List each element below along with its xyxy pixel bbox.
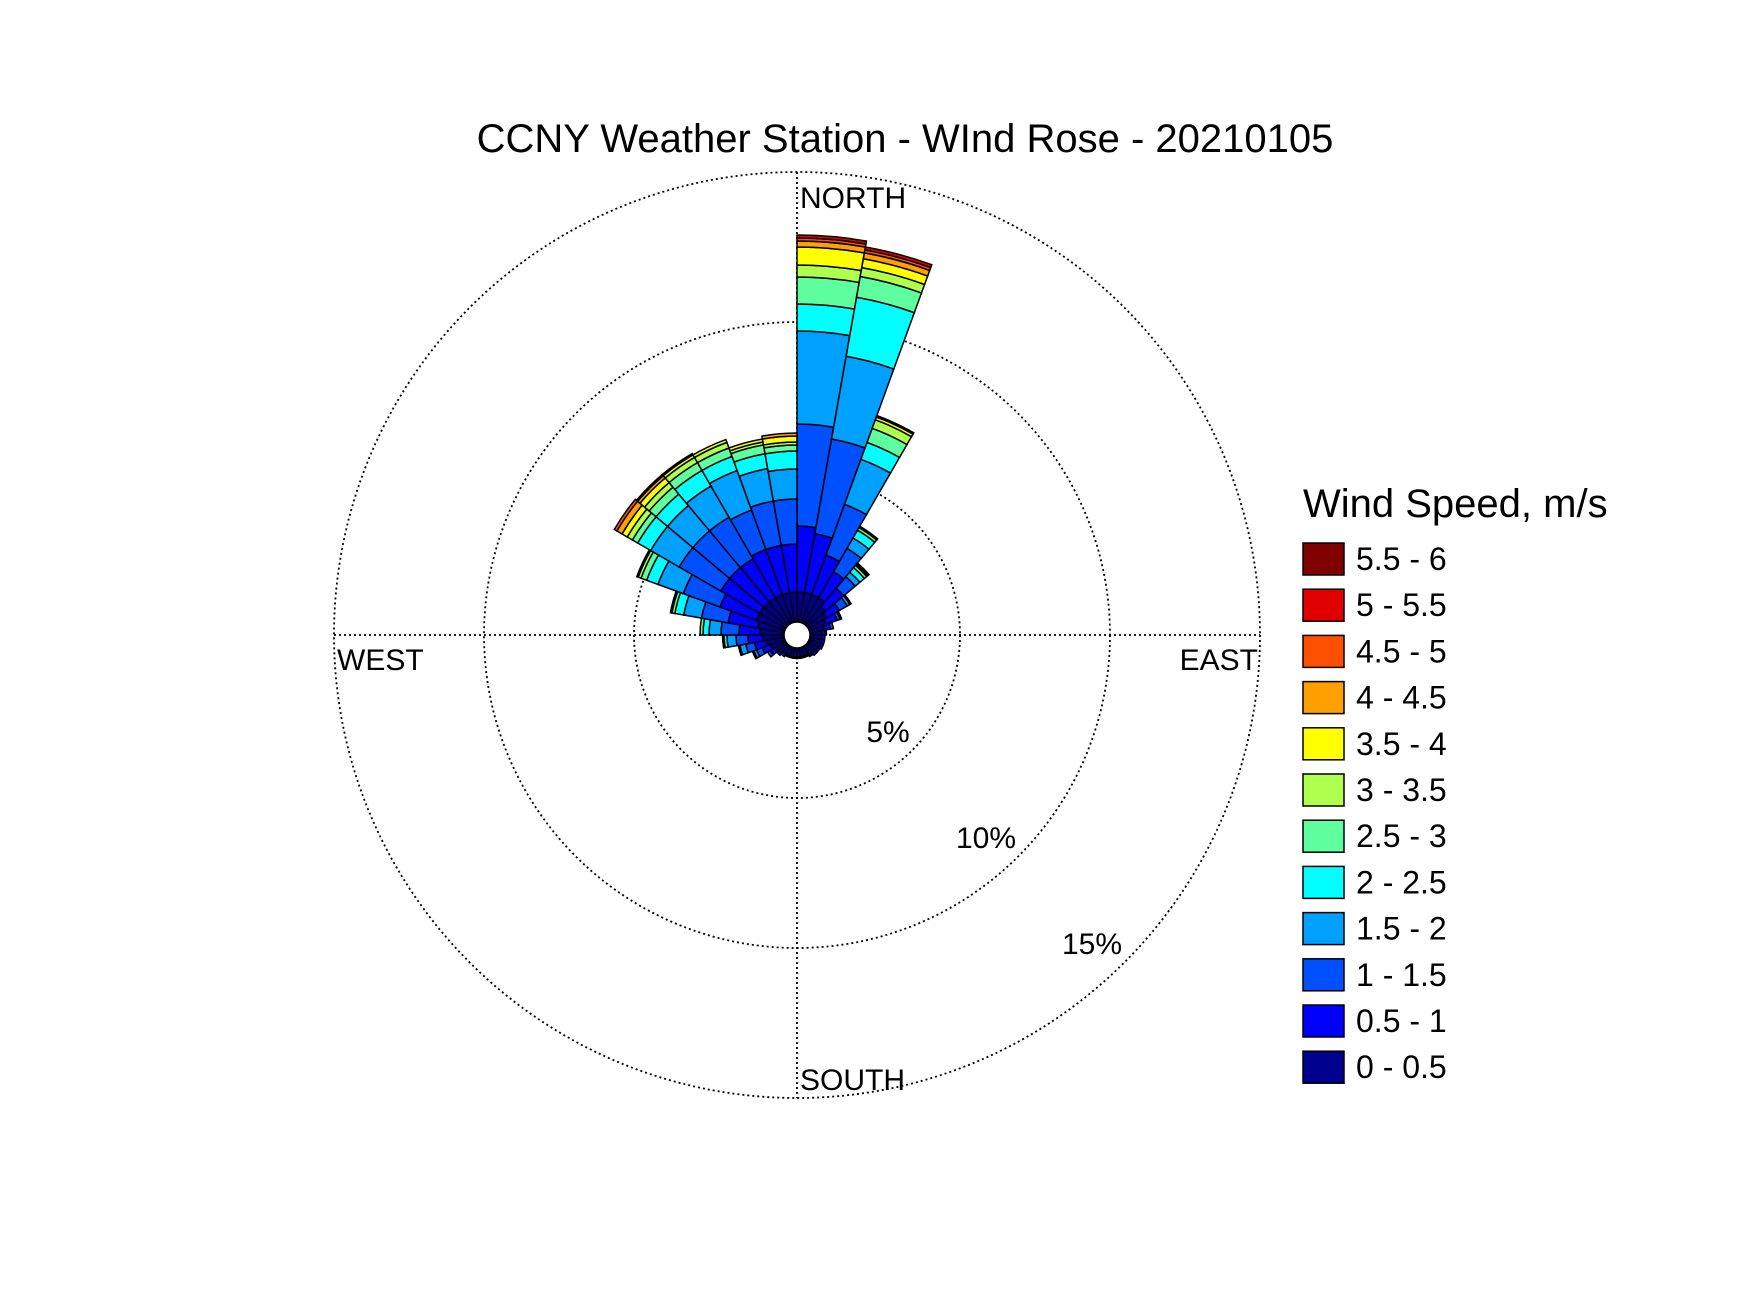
sector-305-bin-9 [613, 498, 639, 533]
legend-label: 1.5 - 2 [1356, 911, 1447, 947]
legend: Wind Speed, m/s 5.5 - 6 5 - 5.5 4.5 - 5 4 -… [1302, 482, 1608, 1085]
polar-grid [333, 171, 1261, 1099]
sector-265-bin-2 [735, 634, 750, 647]
sector-355-bin-8 [761, 432, 798, 440]
sector-75-bin-2 [827, 621, 835, 630]
legend-label: 5.5 - 6 [1356, 541, 1447, 577]
legend-swatch [1302, 727, 1345, 761]
legend-swatch [1302, 865, 1345, 900]
legend-swatch [1302, 1004, 1345, 1038]
sector-325-bin-8 [661, 452, 695, 477]
legend-label: 0 - 0.5 [1356, 1049, 1447, 1085]
sector-85-bin-2 [823, 629, 828, 636]
legend-title: Wind Speed, m/s [1303, 482, 1608, 526]
sector-265-bin-5 [721, 634, 726, 649]
legend-swatch [1302, 773, 1345, 807]
west-label: WEST [337, 644, 424, 677]
legend-swatch [1302, 542, 1345, 576]
legend-label: 1 - 1.5 [1356, 957, 1447, 993]
wind-sectors [613, 234, 933, 660]
legend-swatch [1302, 911, 1345, 946]
east-label: EAST [1180, 644, 1258, 677]
sector-355-bin-4 [764, 450, 798, 473]
sector-45-bin-7 [855, 561, 871, 577]
sector-15-bin-10 [864, 246, 933, 269]
legend-swatch [1302, 634, 1345, 669]
legend-swatch [1302, 680, 1345, 715]
legend-label: 2.5 - 3 [1356, 818, 1447, 854]
south-label: SOUTH [800, 1064, 905, 1097]
legend-label: 4 - 4.5 [1356, 680, 1447, 716]
legend-label: 0.5 - 1 [1356, 1003, 1447, 1039]
north-label: NORTH [800, 182, 906, 215]
ring-label-5: 5% [866, 716, 909, 749]
legend-label: 3 - 3.5 [1356, 772, 1447, 808]
center-hub [783, 621, 811, 649]
sector-145-bin-1 [807, 651, 815, 658]
sector-25-bin-8 [875, 414, 915, 436]
legend-swatch [1302, 1050, 1345, 1084]
ring-label-10: 10% [956, 822, 1016, 855]
legend-label: 2 - 2.5 [1356, 864, 1447, 900]
ring-label-15: 15% [1062, 928, 1122, 961]
legend-label: 4.5 - 5 [1356, 633, 1447, 669]
sector-5-bin-10 [796, 234, 868, 245]
legend-label: 5 - 5.5 [1356, 587, 1447, 623]
legend-swatch [1302, 588, 1345, 622]
chart-title: CCNY Weather Station - WInd Rose - 20210… [477, 117, 1334, 161]
sector-355-bin-3 [767, 468, 798, 502]
sector-65-bin-3 [835, 610, 843, 621]
legend-label: 3.5 - 4 [1356, 726, 1447, 762]
sector-275-bin-5 [699, 617, 706, 636]
sector-5-bin-4 [796, 303, 856, 337]
sector-5-bin-5 [796, 276, 861, 310]
legend-swatch [1302, 819, 1345, 853]
legend-swatch [1302, 958, 1345, 992]
sector-55-bin-4 [842, 593, 853, 606]
sector-335-bin-7 [691, 438, 728, 459]
sector-35-bin-6 [857, 525, 879, 542]
